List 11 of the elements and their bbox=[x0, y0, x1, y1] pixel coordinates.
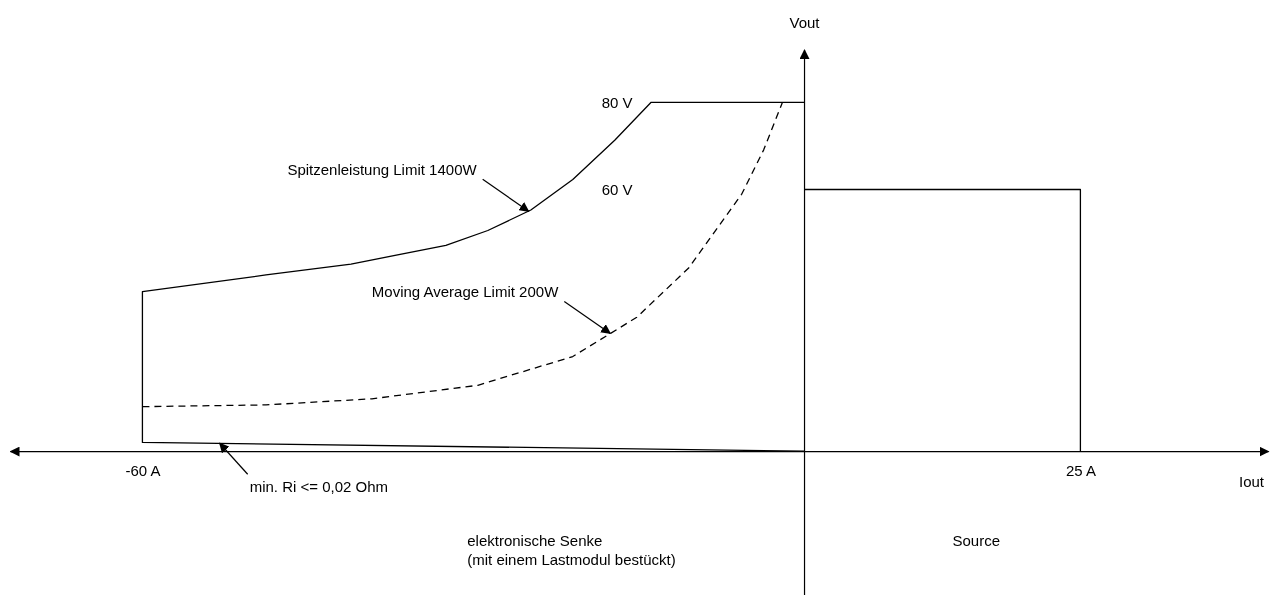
y-axis-title: Vout bbox=[789, 14, 821, 31]
annotation: Spitzenleistung Limit 1400W bbox=[287, 161, 478, 179]
annotation: Source bbox=[952, 532, 1001, 550]
y-tick-label: 60 V bbox=[601, 180, 633, 198]
annotation: elektronische Senke (mit einem Lastmodul bestückt) bbox=[467, 532, 676, 568]
annotation: Moving Average Limit 200W bbox=[371, 283, 560, 301]
y-tick-label: 80 V bbox=[601, 93, 633, 111]
annotation: min. Ri <= 0,02 Ohm bbox=[249, 478, 389, 496]
x-axis-title: Iout bbox=[1238, 473, 1265, 491]
x-tick-label: -60 A bbox=[125, 461, 161, 479]
x-tick-label: 25 A bbox=[1065, 461, 1096, 479]
